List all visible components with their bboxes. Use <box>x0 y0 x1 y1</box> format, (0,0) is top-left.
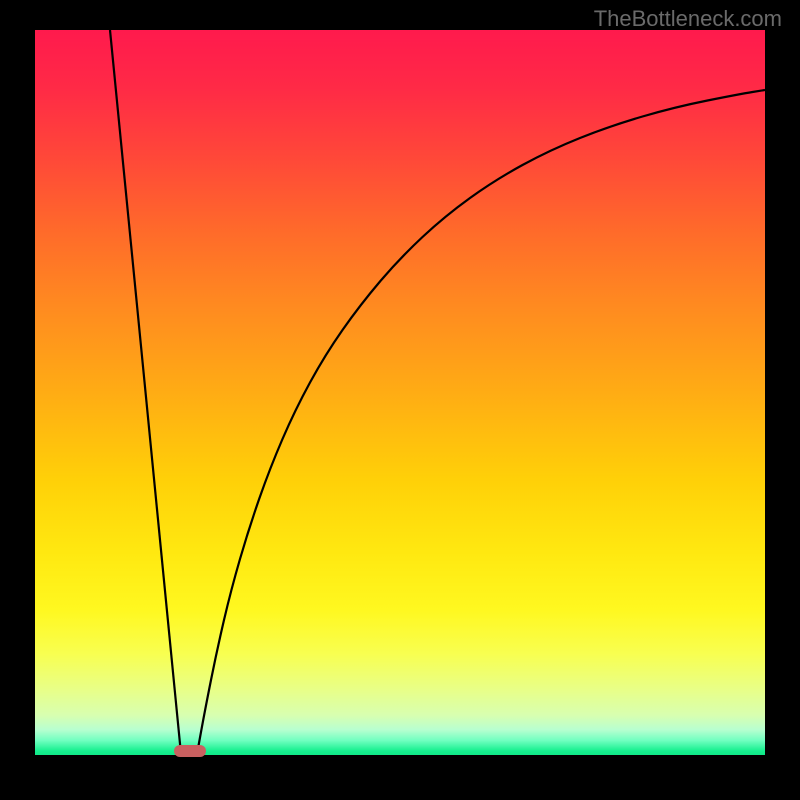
curve-left-segment <box>110 30 181 754</box>
chart-plot-area <box>35 30 765 755</box>
optimum-marker <box>174 745 206 757</box>
watermark-text: TheBottleneck.com <box>594 6 782 32</box>
curve-overlay <box>35 30 765 755</box>
curve-right-segment <box>197 90 765 754</box>
